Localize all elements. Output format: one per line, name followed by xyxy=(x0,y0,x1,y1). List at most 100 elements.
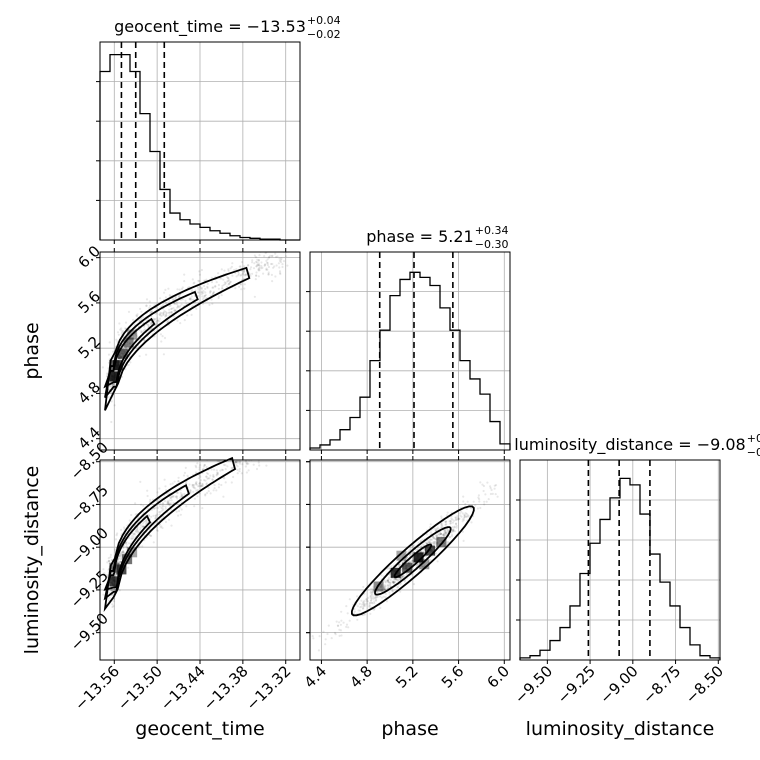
scatter-point xyxy=(256,263,259,266)
scatter-point xyxy=(206,477,209,480)
scatter-point xyxy=(206,286,209,289)
scatter-point xyxy=(440,532,443,536)
scatter-point xyxy=(277,435,279,437)
scatter-point xyxy=(318,635,321,638)
scatter-point xyxy=(267,271,270,274)
scatter-point xyxy=(432,537,435,540)
scatter-point xyxy=(167,503,171,506)
scatter-point xyxy=(164,310,167,314)
scatter-point xyxy=(111,588,114,592)
scatter-point xyxy=(212,475,215,478)
scatter-point xyxy=(245,458,247,460)
scatter-point xyxy=(229,281,232,284)
scatter-point xyxy=(149,498,152,501)
scatter-point xyxy=(111,383,115,386)
scatter-point xyxy=(461,518,464,521)
scatter-point xyxy=(164,520,168,524)
scatter-point xyxy=(370,601,374,604)
scatter-point xyxy=(482,489,485,493)
scatter-point xyxy=(250,445,252,447)
scatter-point xyxy=(141,525,145,528)
scatter-point xyxy=(413,544,416,547)
scatter-point xyxy=(442,534,445,537)
scatter-point xyxy=(136,531,139,534)
scatter-point xyxy=(383,588,386,591)
scatter-point xyxy=(135,334,138,338)
scatter-point xyxy=(212,292,215,295)
scatter-point xyxy=(156,317,159,320)
title-luminosity_distance: luminosity_distance = −9.08 xyxy=(514,435,745,455)
scatter-point xyxy=(387,567,390,570)
scatter-point xyxy=(204,294,207,297)
scatter-point xyxy=(247,469,250,472)
scatter-point xyxy=(371,591,375,594)
scatter-point xyxy=(356,605,359,608)
scatter-point xyxy=(200,290,203,294)
x-tick-label-phase: 5.2 xyxy=(392,662,422,692)
scatter-point xyxy=(142,504,145,507)
scatter-point xyxy=(430,541,433,545)
scatter-point xyxy=(440,515,443,518)
scatter-point xyxy=(232,475,235,479)
scatter-point xyxy=(383,588,386,591)
scatter-point xyxy=(462,500,465,503)
panel-frame xyxy=(519,459,721,661)
scatter-point xyxy=(118,589,121,592)
scatter-point xyxy=(220,277,223,280)
scatter-point xyxy=(145,518,148,522)
density-cell xyxy=(436,537,447,548)
scatter-point xyxy=(444,534,447,537)
scatter-point xyxy=(176,305,180,308)
scatter-point xyxy=(434,552,437,555)
scatter-point xyxy=(231,262,234,265)
scatter-point xyxy=(516,468,518,470)
scatter-point xyxy=(270,273,273,276)
scatter-point xyxy=(244,273,248,276)
scatter-point xyxy=(479,481,482,484)
scatter-point xyxy=(195,489,198,492)
scatter-point xyxy=(179,491,182,494)
scatter-point xyxy=(452,528,455,531)
scatter-point xyxy=(121,551,124,555)
scatter-point xyxy=(145,521,148,525)
scatter-point xyxy=(372,608,376,611)
scatter-point xyxy=(240,472,243,475)
scatter-point xyxy=(165,314,168,317)
scatter-point xyxy=(447,541,450,544)
scatter-point xyxy=(366,600,369,603)
scatter-point xyxy=(257,264,261,267)
scatter-point xyxy=(361,603,364,606)
scatter-point xyxy=(250,450,252,452)
scatter-point xyxy=(193,281,196,284)
scatter-point xyxy=(257,455,259,457)
scatter-point xyxy=(485,500,488,503)
scatter-point xyxy=(235,461,238,464)
scatter-point xyxy=(224,468,227,471)
scatter-point xyxy=(254,256,258,259)
scatter-point xyxy=(256,263,259,267)
scatter-point xyxy=(403,580,406,583)
scatter-point xyxy=(110,566,114,570)
scatter-point xyxy=(170,307,173,310)
scatter-point xyxy=(253,421,255,423)
scatter-point xyxy=(414,548,417,552)
scatter-point xyxy=(148,514,151,517)
scatter-point xyxy=(401,560,404,563)
scatter-point xyxy=(311,635,314,638)
scatter-point xyxy=(169,502,173,505)
scatter-point xyxy=(436,560,439,563)
scatter-point xyxy=(143,325,146,328)
scatter-point xyxy=(387,578,390,581)
scatter-point xyxy=(220,468,224,471)
scatter-point xyxy=(280,436,282,438)
scatter-point xyxy=(170,508,173,511)
scatter-point xyxy=(162,311,165,314)
scatter-point xyxy=(270,451,272,453)
scatter-point xyxy=(386,579,389,582)
scatter-point xyxy=(136,528,139,531)
scatter-point xyxy=(201,302,205,305)
scatter-point xyxy=(177,480,180,483)
scatter-point xyxy=(203,294,206,298)
scatter-point xyxy=(250,266,253,269)
scatter-point xyxy=(157,499,160,502)
